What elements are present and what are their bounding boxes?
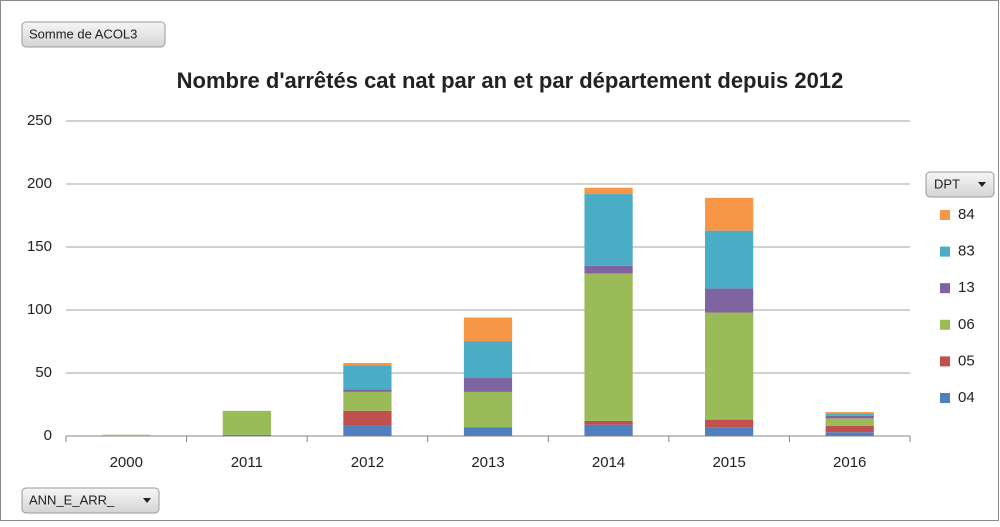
x-tick-label: 2014	[592, 454, 625, 471]
bar-segment	[825, 415, 874, 419]
bar-segment	[584, 265, 633, 274]
bar-segment	[463, 427, 513, 436]
legend-swatch	[940, 319, 950, 330]
x-tick-label: 2000	[110, 454, 143, 471]
y-tick-label: 0	[44, 427, 52, 444]
legend-swatch	[940, 246, 950, 257]
dropdown-arrow	[143, 498, 151, 503]
legend-swatch	[940, 210, 950, 220]
bar-segment	[102, 434, 151, 436]
bar-segment	[825, 413, 874, 416]
bar-segment	[343, 365, 392, 390]
bar-segment	[825, 425, 874, 433]
bar-segment	[463, 391, 513, 428]
bar-segment	[463, 378, 513, 392]
x-tick-label: 2011	[231, 454, 263, 471]
bar-segment	[584, 187, 633, 195]
bar-segment	[584, 424, 633, 436]
bar-segment	[584, 420, 633, 425]
bar-segment	[343, 410, 392, 426]
y-tick-label: 200	[27, 175, 52, 192]
bar-segment	[705, 288, 754, 313]
bar-segment	[222, 434, 271, 436]
chart-title: Nombre d'arrêtés cat nat par an et par d…	[177, 68, 844, 93]
dropdown-arrow	[978, 182, 986, 187]
value-field-label: Somme de ACOL3	[29, 26, 137, 41]
bar-segment	[705, 230, 754, 289]
bar-segment	[343, 425, 392, 436]
axis-field-button[interactable]	[21, 487, 160, 514]
legend-label: 04	[958, 389, 975, 406]
legend-swatch	[940, 283, 950, 294]
x-tick-label: 2016	[833, 454, 866, 471]
bar-segment	[463, 341, 513, 379]
bar-segment	[705, 197, 754, 231]
x-tick-label: 2013	[471, 454, 504, 471]
bar-segment	[705, 427, 754, 436]
y-tick-label: 100	[27, 301, 52, 318]
bar-segment	[584, 273, 633, 421]
x-tick-label: 2015	[712, 454, 745, 471]
legend-label: 05	[958, 352, 975, 369]
legend-swatch	[940, 393, 950, 403]
bar-segment	[825, 418, 874, 426]
bar-segment	[343, 391, 392, 411]
bar-segment	[343, 389, 392, 392]
bar-segment	[343, 362, 392, 366]
legend-label: 13	[958, 279, 975, 296]
y-tick-label: 50	[35, 364, 52, 381]
bar-segment	[705, 312, 754, 420]
bar-segment	[463, 317, 513, 342]
legend-label: 06	[958, 316, 975, 333]
legend-swatch	[940, 356, 950, 367]
y-tick-label: 250	[27, 112, 52, 129]
y-tick-label: 150	[27, 238, 52, 255]
axis-field-label: ANN_E_ARR_	[29, 492, 115, 507]
bar-segment	[584, 194, 633, 266]
x-tick-label: 2012	[351, 454, 384, 471]
value-field-button[interactable]	[21, 21, 166, 48]
legend-label: 83	[958, 243, 975, 260]
bar-segment	[825, 412, 874, 414]
bar-segment	[222, 410, 271, 435]
bar-segment	[825, 432, 874, 436]
legend-label: 84	[958, 206, 975, 223]
legend-field-label: DPT	[934, 176, 960, 191]
bar-segment	[705, 419, 754, 428]
legend-field-button[interactable]	[925, 171, 995, 198]
